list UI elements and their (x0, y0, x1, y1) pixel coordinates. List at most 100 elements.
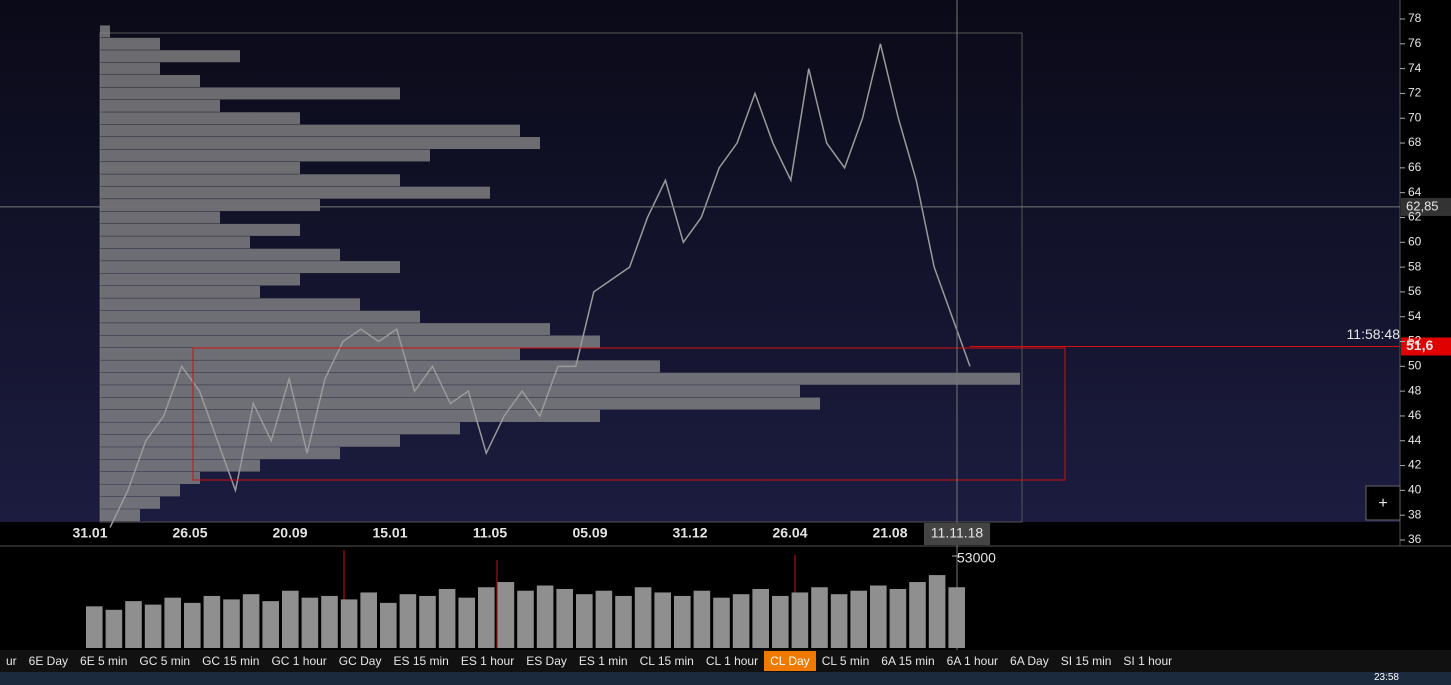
tab[interactable]: SI 15 min (1060, 654, 1112, 668)
y-tick-label: 78 (1408, 11, 1422, 25)
profile-bar (100, 99, 220, 112)
tab[interactable]: 6A 15 min (881, 654, 935, 668)
volume-bar (791, 592, 809, 648)
volume-bar (321, 595, 338, 648)
profile-bar (100, 347, 520, 360)
tab[interactable]: CL 15 min (639, 654, 694, 668)
x-tick-label: 11.05 (473, 525, 507, 541)
tab[interactable]: GC 1 hour (271, 654, 327, 668)
tab[interactable]: GC 15 min (202, 654, 260, 668)
volume-bar (360, 592, 377, 648)
profile-bar (100, 25, 110, 38)
profile-bar (100, 236, 250, 249)
tab[interactable]: ES Day (526, 654, 567, 668)
y-tick-label: 48 (1408, 383, 1422, 397)
last-price-label: 51,6 (1406, 337, 1433, 353)
y-tick-label: 42 (1408, 458, 1422, 472)
tab[interactable]: ur (6, 654, 17, 668)
profile-bar (100, 186, 490, 199)
tab[interactable]: ES 15 min (393, 654, 449, 668)
profile-bar (100, 372, 1020, 385)
volume-bar (125, 601, 142, 648)
profile-bar (100, 37, 160, 50)
y-tick-label: 66 (1408, 160, 1422, 174)
profile-bar (100, 459, 260, 472)
volume-bar (811, 587, 828, 648)
tab[interactable]: CL Day (764, 651, 816, 671)
y-tick-label: 64 (1408, 185, 1422, 199)
tab[interactable]: GC Day (338, 654, 382, 668)
volume-bar (948, 587, 965, 648)
cursor-price-label: 62,85 (1406, 198, 1439, 213)
profile-bar (100, 161, 300, 174)
profile-bar (100, 335, 600, 348)
profile-bar (100, 310, 420, 323)
volume-bar (870, 585, 887, 648)
y-tick-label: 52 (1408, 334, 1422, 348)
y-tick-label: 58 (1408, 259, 1422, 273)
x-tick-label: 31.12 (672, 525, 707, 541)
profile-bar (100, 261, 400, 274)
tab[interactable]: CL 1 hour (705, 654, 759, 668)
profile-bar (100, 62, 160, 75)
tab[interactable]: GC 5 min (139, 654, 191, 668)
volume-bar (497, 582, 515, 648)
volume-bar (340, 599, 358, 648)
y-tick-label: 70 (1408, 110, 1422, 124)
y-tick-label: 74 (1408, 61, 1422, 75)
volume-bar (223, 599, 240, 648)
y-tick-label: 60 (1408, 234, 1422, 248)
volume-bar (419, 595, 436, 648)
tab[interactable]: 6E Day (28, 654, 69, 668)
profile-bar (100, 323, 550, 336)
add-button-label[interactable]: + (1378, 495, 1387, 512)
tab[interactable]: CL 5 min (821, 654, 870, 668)
volume-bar (693, 590, 711, 648)
cursor-date-label: 11.11.18 (931, 525, 984, 541)
volume-bar (772, 595, 789, 648)
volume-bar (615, 595, 632, 648)
cursor-price-box (1401, 197, 1451, 216)
volume-bar (203, 595, 221, 648)
x-tick-label: 20.09 (272, 525, 307, 541)
y-tick-label: 50 (1408, 359, 1422, 373)
volume-bar (517, 590, 534, 648)
volume-bar (595, 590, 613, 648)
price-line (109, 43, 971, 528)
tab[interactable]: 6E 5 min (80, 654, 128, 668)
chart: 62,85 11.11.18 51,6 11:58:48 53000 + 36 38 40 4… (0, 0, 1451, 650)
volume-bar (850, 590, 867, 648)
profile-bar (100, 496, 160, 509)
add-button[interactable] (1365, 485, 1401, 521)
tab[interactable]: SI 1 hour (1123, 654, 1173, 668)
profile-bar (100, 112, 300, 125)
tab[interactable]: 6A Day (1010, 654, 1049, 668)
profile-bar (100, 422, 460, 435)
y-tick-label: 72 (1408, 86, 1422, 100)
y-tick-label: 40 (1408, 483, 1422, 497)
last-time-label: 11:58:48 (1347, 326, 1401, 342)
clock: 23:58 (1373, 672, 1399, 683)
volume-bar (928, 575, 946, 648)
volume-bar (184, 602, 201, 648)
volume-bar (438, 588, 456, 648)
volume-bar (654, 592, 671, 648)
volume-bar (164, 597, 181, 648)
volume-bar (556, 588, 573, 648)
x-tick-label: 05.09 (572, 525, 607, 541)
profile-bar (100, 434, 400, 447)
tab[interactable]: ES 1 min (578, 654, 628, 668)
profile-bar (100, 447, 340, 460)
volume-bar (399, 594, 417, 648)
profile-bar (100, 87, 400, 100)
price-axis (1400, 0, 1451, 546)
profile-bar (100, 248, 340, 261)
profile-bar (100, 199, 320, 212)
taskbar: 23:58 (0, 672, 1451, 685)
x-tick-label: 21.08 (872, 525, 907, 541)
volume-bar (242, 594, 260, 648)
y-tick-label: 46 (1408, 408, 1422, 422)
tab[interactable]: ES 1 hour (460, 654, 515, 668)
volume-bar (262, 601, 279, 648)
tab[interactable]: 6A 1 hour (946, 654, 999, 668)
